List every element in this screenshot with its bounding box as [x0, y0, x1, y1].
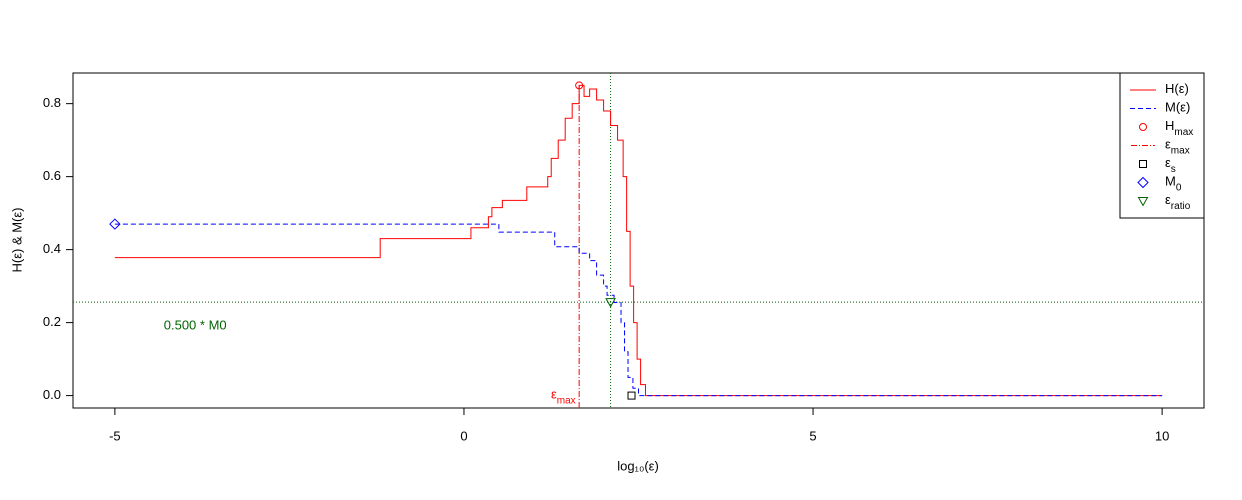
text-sub: max — [1174, 127, 1193, 138]
legend-item: Hmax — [1165, 118, 1193, 138]
legend-symbol — [1137, 176, 1149, 189]
text-sub: max — [557, 396, 576, 407]
legend-label: H(ε) — [1165, 81, 1189, 96]
legend-symbol — [1139, 160, 1147, 168]
text-sub: ratio — [1171, 201, 1191, 212]
legend-item: M0 — [1165, 174, 1182, 194]
y-tick-label: 0.8 — [43, 95, 61, 110]
text-main: ε — [1165, 137, 1171, 152]
y-axis-label: H(ε) & M(ε) — [9, 207, 24, 272]
legend-box — [1119, 72, 1205, 219]
y-tick-label: 0.6 — [43, 168, 61, 183]
marker-point — [109, 218, 121, 230]
text-sub: max — [1171, 146, 1190, 157]
x-axis-label: log₁₀(ε) — [617, 458, 659, 473]
legend-label: εs — [1165, 155, 1176, 175]
legend-item: εs — [1165, 155, 1176, 175]
x-tick-label: 10 — [1155, 428, 1169, 443]
text-main: M — [1165, 174, 1176, 189]
marker-point — [627, 391, 636, 400]
text-main: H(ε) — [1165, 81, 1189, 96]
text-main: 0.500 * M0 — [164, 318, 227, 333]
legend-label: εratio — [1165, 192, 1191, 212]
annotation: 0.500 * M0 — [164, 318, 227, 333]
legend-item: εratio — [1165, 192, 1191, 212]
text-sub: 0 — [1176, 183, 1182, 194]
annotation: εmax — [551, 387, 576, 407]
text-main: M(ε) — [1165, 100, 1190, 115]
legend-symbol — [1137, 197, 1149, 207]
legend-label: εmax — [1165, 137, 1190, 157]
plot-frame — [72, 72, 1205, 409]
legend-item: εmax — [1165, 137, 1190, 157]
y-tick-label: 0.4 — [43, 241, 61, 256]
legend-label: M(ε) — [1165, 100, 1190, 115]
text-sub: s — [1171, 164, 1176, 175]
x-tick-label: -5 — [109, 428, 121, 443]
x-tick-label: 5 — [809, 428, 816, 443]
marker-point — [605, 298, 616, 308]
legend-item: M(ε) — [1130, 100, 1190, 115]
series-line — [114, 84, 1163, 397]
y-tick-label: 0.0 — [43, 387, 61, 402]
legend-item: H(ε) — [1130, 81, 1189, 96]
y-tick-label: 0.2 — [43, 314, 61, 329]
legend-symbol — [1139, 123, 1147, 131]
text-main: H — [1165, 118, 1174, 133]
legend-label: M0 — [1165, 174, 1182, 194]
legend-label: Hmax — [1165, 118, 1193, 138]
text-main: ε — [551, 387, 557, 402]
x-tick-label: 0 — [460, 428, 467, 443]
text-main: ε — [1165, 155, 1171, 170]
text-main: ε — [1165, 192, 1171, 207]
series-line — [114, 223, 1163, 397]
marker-point — [575, 81, 584, 90]
